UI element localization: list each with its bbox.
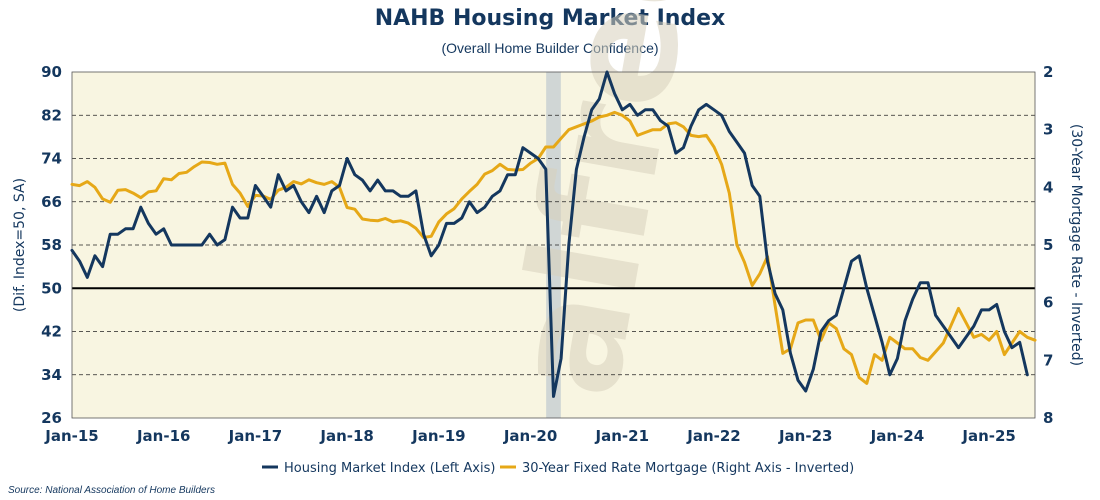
x-tick-label: Jan-24 — [870, 427, 924, 445]
legend-item-hmi-label: Housing Market Index (Left Axis) — [284, 461, 495, 476]
x-tick-label: Jan-15 — [44, 427, 98, 445]
right-tick-label: 2 — [1043, 63, 1053, 81]
x-tick-label: Jan-18 — [319, 427, 373, 445]
y-axis-left-label: (Dif. Index=50, SA) — [12, 178, 28, 312]
x-tick-label: Jan-21 — [595, 427, 649, 445]
left-tick-label: 50 — [41, 279, 62, 297]
source-note: Source: National Association of Home Bui… — [8, 485, 215, 496]
x-tick-label: Jan-23 — [778, 427, 832, 445]
x-tick-label: Jan-25 — [961, 427, 1015, 445]
left-tick-label: 26 — [41, 409, 62, 427]
x-tick-label: Jan-19 — [411, 427, 465, 445]
left-tick-label: 74 — [41, 150, 62, 168]
left-tick-label: 82 — [41, 106, 62, 124]
right-tick-label: 7 — [1043, 351, 1053, 369]
chart-svg: alfred meek2634425058667482902345678Jan-… — [12, 0, 1084, 476]
x-tick-label: Jan-17 — [228, 427, 282, 445]
chart-title: NAHB Housing Market Index — [374, 6, 726, 31]
left-tick-label: 58 — [41, 236, 62, 254]
right-tick-label: 4 — [1043, 178, 1053, 196]
right-tick-label: 6 — [1043, 294, 1053, 312]
x-tick-label: Jan-20 — [503, 427, 557, 445]
x-tick-label: Jan-22 — [686, 427, 740, 445]
left-tick-label: 42 — [41, 323, 62, 341]
right-tick-label: 8 — [1043, 409, 1053, 427]
series-line-hmi — [70, 70, 1029, 398]
left-tick-label: 90 — [41, 63, 62, 81]
x-tick-label: Jan-16 — [136, 427, 190, 445]
left-tick-label: 66 — [41, 193, 62, 211]
left-tick-label: 34 — [41, 366, 62, 384]
plot-border — [71, 71, 1036, 419]
legend-item-mortgage-label: 30-Year Fixed Rate Mortgage (Right Axis … — [522, 461, 854, 476]
right-tick-label: 3 — [1043, 121, 1053, 139]
right-tick-label: 5 — [1043, 236, 1053, 254]
y-axis-right-label: (30-Year Mortgage Rate - Inverted) — [1068, 124, 1084, 366]
series-line-mortgage — [70, 110, 1037, 385]
chart-subtitle: (Overall Home Builder Confidence) — [441, 40, 659, 56]
